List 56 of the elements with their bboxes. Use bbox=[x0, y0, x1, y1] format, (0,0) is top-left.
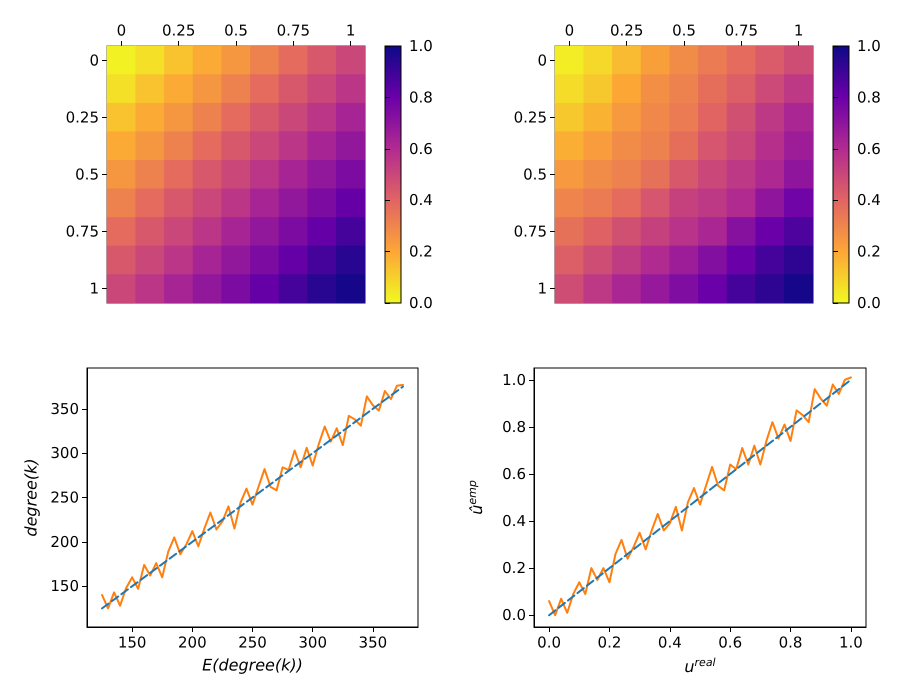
color-bar-label: 0.4 bbox=[409, 191, 433, 210]
x-tick-label: 1 bbox=[346, 22, 356, 40]
y-tick-label: 250 bbox=[50, 488, 79, 506]
x-tick-label: 0 bbox=[116, 22, 126, 40]
x-tick-label: 1 bbox=[794, 22, 804, 40]
x-tick-label: 150 bbox=[118, 634, 146, 652]
y-tick-label: 0.5 bbox=[75, 166, 99, 184]
color-bar-label: 0.0 bbox=[857, 294, 881, 312]
color-bar-label: 0.6 bbox=[409, 140, 433, 158]
x-tick-label: 0.8 bbox=[778, 634, 802, 652]
y-tick-label: 1 bbox=[89, 280, 99, 298]
color-bar-label: 0.0 bbox=[409, 294, 433, 312]
color-bar-label: 0.4 bbox=[857, 191, 881, 210]
color-bar-label: 0.8 bbox=[409, 88, 433, 106]
y-tick-label: 350 bbox=[50, 400, 79, 418]
y-tick-label: 0 bbox=[537, 51, 547, 70]
y-axis-title: degree(k) bbox=[22, 458, 40, 537]
y-tick-label: 0.4 bbox=[502, 512, 526, 530]
y-tick-label: 0.75 bbox=[66, 222, 99, 241]
x-tick-label: 0.5 bbox=[224, 22, 248, 40]
y-tick-label: 0.2 bbox=[502, 559, 526, 578]
y-tick-label: 0.0 bbox=[502, 606, 526, 624]
y-tick-label: 0 bbox=[89, 51, 99, 70]
y-axis-title: ûemp bbox=[466, 480, 486, 515]
x-tick-label: 200 bbox=[178, 634, 207, 652]
x-tick-label: 1.0 bbox=[838, 634, 863, 652]
x-tick-label: 0.6 bbox=[718, 634, 742, 652]
color-bar-label: 1.0 bbox=[857, 37, 881, 55]
y-tick-label: 1.0 bbox=[502, 370, 526, 389]
x-tick-label: 0.25 bbox=[610, 22, 644, 40]
y-tick-label: 1 bbox=[537, 280, 547, 298]
x-axis-title: E(degree(k)) bbox=[202, 656, 303, 674]
y-tick-label: 0.8 bbox=[502, 418, 526, 436]
color-bar-label: 0.6 bbox=[857, 140, 881, 158]
x-tick-label: 300 bbox=[298, 634, 327, 652]
x-tick-label: 0.75 bbox=[724, 22, 758, 40]
y-tick-label: 0.25 bbox=[66, 108, 99, 126]
x-tick-label: 250 bbox=[238, 634, 267, 652]
y-tick-label: 0.25 bbox=[514, 108, 547, 126]
x-tick-label: 0.75 bbox=[276, 22, 310, 40]
y-tick-label: 200 bbox=[50, 532, 79, 551]
x-tick-label: 0.25 bbox=[162, 22, 196, 40]
y-tick-label: 0.75 bbox=[514, 222, 547, 241]
color-bar-label: 1.0 bbox=[409, 37, 433, 55]
y-tick-label: 0.5 bbox=[523, 166, 547, 184]
y-tick-label: 0.6 bbox=[502, 464, 526, 483]
color-bar-label: 0.8 bbox=[857, 88, 881, 106]
x-tick-label: 0.4 bbox=[658, 634, 682, 652]
x-tick-label: 0.2 bbox=[598, 634, 622, 652]
color-bar-label: 0.2 bbox=[409, 242, 433, 261]
x-tick-label: 350 bbox=[358, 634, 388, 652]
color-bar-label: 0.2 bbox=[857, 242, 881, 261]
y-tick-label: 300 bbox=[50, 444, 79, 462]
x-tick-label: 0.5 bbox=[672, 22, 696, 40]
y-tick-label: 150 bbox=[50, 577, 79, 596]
x-tick-label: 0 bbox=[564, 22, 574, 40]
